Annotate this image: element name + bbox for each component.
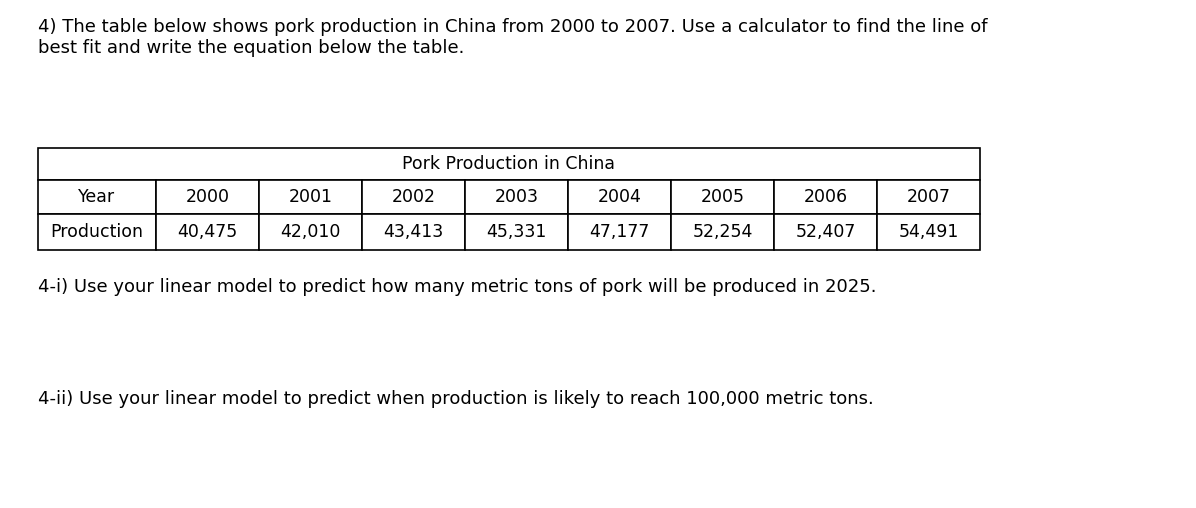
Text: Production: Production bbox=[50, 223, 144, 241]
Text: 2006: 2006 bbox=[804, 188, 848, 206]
Bar bbox=[155, 180, 260, 214]
Bar bbox=[465, 180, 568, 214]
Text: 2003: 2003 bbox=[494, 188, 538, 206]
Bar bbox=[38, 148, 980, 180]
Text: Year: Year bbox=[79, 188, 116, 206]
Bar bbox=[260, 214, 362, 250]
Text: Pork Production in China: Pork Production in China bbox=[403, 155, 616, 173]
Text: 52,407: 52,407 bbox=[795, 223, 855, 241]
Bar bbox=[465, 214, 568, 250]
Text: 4-i) Use your linear model to predict how many metric tons of pork will be produ: 4-i) Use your linear model to predict ho… bbox=[38, 278, 877, 296]
Text: 54,491: 54,491 bbox=[898, 223, 959, 241]
Bar bbox=[774, 180, 877, 214]
Bar bbox=[877, 180, 980, 214]
Text: 40,475: 40,475 bbox=[177, 223, 238, 241]
Bar bbox=[671, 214, 774, 250]
Bar bbox=[774, 214, 877, 250]
Bar bbox=[260, 180, 362, 214]
Bar bbox=[568, 214, 671, 250]
Text: 47,177: 47,177 bbox=[590, 223, 649, 241]
Text: 4) The table below shows pork production in China from 2000 to 2007. Use a calcu: 4) The table below shows pork production… bbox=[38, 18, 988, 57]
Text: 2001: 2001 bbox=[288, 188, 332, 206]
Bar bbox=[155, 214, 260, 250]
Text: 45,331: 45,331 bbox=[487, 223, 547, 241]
Text: 2004: 2004 bbox=[598, 188, 641, 206]
Bar bbox=[671, 180, 774, 214]
Text: 2005: 2005 bbox=[701, 188, 744, 206]
Bar bbox=[38, 180, 155, 214]
Bar bbox=[362, 180, 465, 214]
Bar bbox=[362, 214, 465, 250]
Text: 4-ii) Use your linear model to predict when production is likely to reach 100,00: 4-ii) Use your linear model to predict w… bbox=[38, 390, 874, 408]
Text: 43,413: 43,413 bbox=[384, 223, 444, 241]
Text: 42,010: 42,010 bbox=[280, 223, 341, 241]
Bar bbox=[38, 214, 155, 250]
Bar bbox=[568, 180, 671, 214]
Text: 2002: 2002 bbox=[391, 188, 435, 206]
Text: 2000: 2000 bbox=[185, 188, 230, 206]
Text: 52,254: 52,254 bbox=[692, 223, 752, 241]
Text: 2007: 2007 bbox=[907, 188, 951, 206]
Bar bbox=[877, 214, 980, 250]
